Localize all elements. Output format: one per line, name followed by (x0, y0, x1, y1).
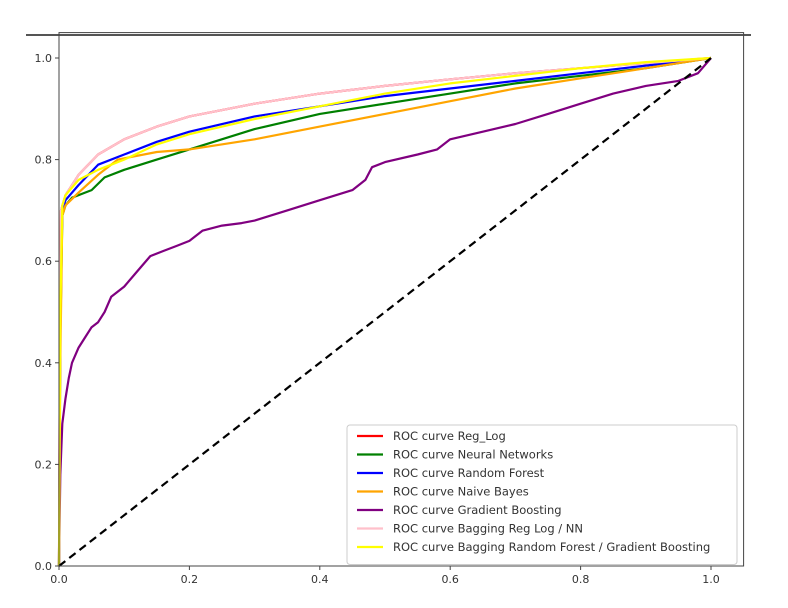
x-tick-label: 0.6 (441, 573, 459, 586)
legend-label: ROC curve Bagging Random Forest / Gradie… (393, 540, 710, 554)
legend-label: ROC curve Gradient Boosting (393, 503, 562, 517)
x-axis-ticks: 0.0 0.2 0.4 0.6 0.8 1.0 (50, 566, 720, 586)
legend-box (346, 424, 738, 565)
legend-label: ROC curve Neural Networks (393, 448, 553, 462)
x-tick-label: 0.8 (572, 573, 590, 586)
roc-curve-6 (57, 56, 712, 567)
y-tick-label: 0.4 (35, 357, 53, 370)
legend: ROC curve Reg_Log ROC curve Neural Networ… (346, 424, 738, 565)
y-axis-ticks: 0.0 0.2 0.4 0.6 0.8 1.0 (35, 52, 59, 573)
x-tick-label: 1.0 (702, 573, 720, 586)
y-tick-label: 1.0 (35, 52, 53, 65)
legend-label: ROC curve Bagging Reg Log / NN (393, 522, 583, 536)
roc-curve-2 (57, 56, 712, 567)
legend-label: ROC curve Naive Bayes (393, 485, 529, 499)
y-tick-label: 0.8 (35, 154, 53, 167)
chance-diagonal-line (58, 57, 712, 567)
x-tick-label: 0.0 (50, 573, 68, 586)
y-tick-label: 0.6 (35, 255, 53, 268)
legend-label: ROC curve Reg_Log (393, 429, 506, 443)
plot-frame (58, 32, 745, 567)
roc-curves (57, 56, 712, 567)
x-tick-label: 0.4 (311, 573, 329, 586)
roc-curve-3 (57, 56, 712, 567)
roc-curve-4 (57, 57, 712, 567)
top-divider (26, 34, 751, 36)
y-tick-label: 0.2 (35, 458, 53, 471)
x-tick-label: 0.2 (181, 573, 199, 586)
y-tick-label: 0.0 (35, 560, 53, 573)
legend-label: ROC curve Random Forest (393, 466, 545, 480)
